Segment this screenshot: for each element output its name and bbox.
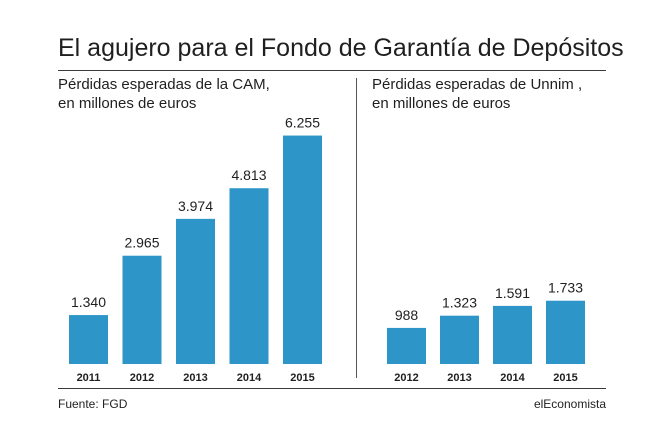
unnim-x-tick-2012: 2012 bbox=[394, 372, 418, 384]
cam-value-label-2013: 3.974 bbox=[178, 198, 213, 214]
panel-divider bbox=[356, 78, 357, 378]
chart-title: El agujero para el Fondo de Garantía de … bbox=[58, 34, 624, 62]
unnim-x-tick-2015: 2015 bbox=[553, 372, 577, 384]
unnim-bar-2014 bbox=[493, 305, 532, 364]
unnim-value-label-2013: 1.323 bbox=[442, 295, 477, 311]
unnim-subtitle: Pérdidas esperadas de Unnim , en millone… bbox=[372, 75, 612, 113]
cam-x-tick-2012: 2012 bbox=[130, 372, 154, 384]
cam-bar-2014 bbox=[229, 188, 269, 364]
cam-bar-2015 bbox=[283, 135, 322, 364]
unnim-subtitle-line2: en millones de euros bbox=[372, 95, 511, 112]
cam-subtitle-line1: Pérdidas esperadas de la CAM, bbox=[58, 76, 270, 93]
cam-bar-2011 bbox=[69, 315, 108, 364]
cam-x-tick-2013: 2013 bbox=[183, 372, 207, 384]
unnim-bar-2015 bbox=[546, 300, 585, 364]
unnim-value-label-2014: 1.591 bbox=[495, 285, 530, 301]
cam-value-label-2015: 6.255 bbox=[285, 115, 320, 131]
unnim-bar-2013 bbox=[440, 315, 479, 364]
cam-bar-2012 bbox=[122, 255, 162, 364]
cam-value-label-2012: 2.965 bbox=[124, 235, 159, 251]
cam-x-tick-2014: 2014 bbox=[237, 372, 262, 384]
top-rule bbox=[58, 70, 606, 71]
unnim-value-label-2015: 1.733 bbox=[548, 280, 583, 296]
cam-value-label-2014: 4.813 bbox=[231, 167, 266, 183]
unnim-x-tick-2014: 2014 bbox=[500, 372, 525, 384]
bottom-rule bbox=[58, 388, 606, 389]
cam-x-tick-2011: 2011 bbox=[77, 372, 101, 384]
source-note: Fuente: FGD bbox=[58, 397, 128, 411]
cam-value-label-2011: 1.340 bbox=[71, 294, 106, 310]
cam-subtitle: Pérdidas esperadas de la CAM, en millone… bbox=[58, 75, 338, 113]
unnim-x-tick-2013: 2013 bbox=[447, 372, 471, 384]
cam-x-tick-2015: 2015 bbox=[290, 372, 314, 384]
unnim-value-label-2012: 988 bbox=[395, 307, 419, 323]
cam-subtitle-line2: en millones de euros bbox=[58, 95, 197, 112]
brand-logo-text: elEconomista bbox=[533, 397, 606, 411]
unnim-subtitle-line1: Pérdidas esperadas de Unnim , bbox=[372, 76, 583, 93]
cam-bar-2013 bbox=[176, 218, 215, 364]
unnim-bar-2012 bbox=[387, 327, 426, 364]
